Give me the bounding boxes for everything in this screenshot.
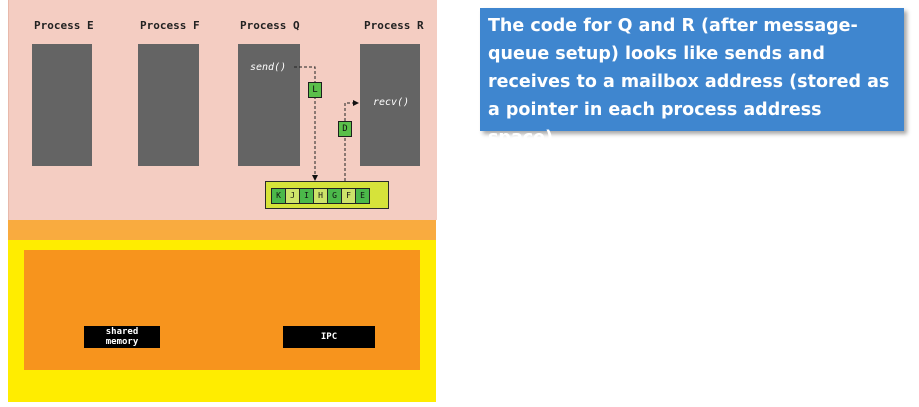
kernel-inner-region <box>24 250 420 370</box>
queue-cell: E <box>355 188 370 204</box>
queue-cell: I <box>299 188 314 204</box>
process-r-label: Process R <box>364 19 424 32</box>
shared-memory-block: shared memory <box>84 326 160 348</box>
process-e-box <box>32 44 92 166</box>
kernel-boundary-band <box>8 220 436 240</box>
process-e-label: Process E <box>34 19 94 32</box>
queue-cell: H <box>313 188 328 204</box>
explanation-text: The code for Q and R (after message-queu… <box>488 16 890 148</box>
process-q-label: Process Q <box>240 19 300 32</box>
queue-cell: K <box>271 188 286 204</box>
process-f-box <box>138 44 199 166</box>
explanation-note: The code for Q and R (after message-queu… <box>480 8 904 148</box>
ipc-block: IPC <box>283 326 375 348</box>
recv-call: recv() <box>373 97 410 108</box>
process-f-label: Process F <box>140 19 200 32</box>
send-arrow <box>294 66 318 181</box>
recv-arrow <box>344 100 359 181</box>
message-tag-sent: L <box>308 82 322 98</box>
message-queue: K J I H G F E <box>265 181 389 209</box>
process-r-box <box>360 44 420 166</box>
message-tag-received: D <box>338 121 352 137</box>
ipc-diagram: Process E Process F Process Q Process R … <box>8 0 437 402</box>
process-q-box <box>238 44 300 166</box>
queue-cell: J <box>285 188 300 204</box>
queue-cells: K J I H G F E <box>271 188 370 204</box>
queue-cell: G <box>327 188 342 204</box>
message-flow-arrows <box>294 66 359 181</box>
queue-cell: F <box>341 188 356 204</box>
send-call: send() <box>250 62 287 73</box>
